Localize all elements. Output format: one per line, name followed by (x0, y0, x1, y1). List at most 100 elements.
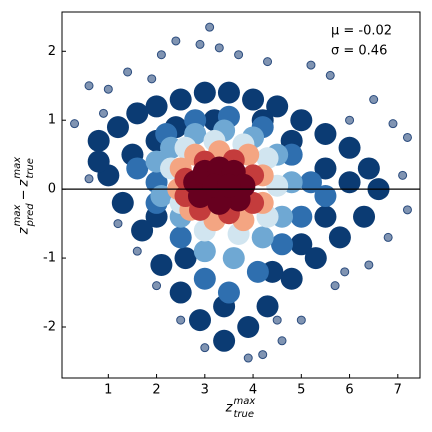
x-tick-label: 7 (394, 383, 402, 398)
point (338, 136, 361, 159)
point (150, 253, 173, 276)
point (290, 233, 313, 256)
plot-area (70, 22, 412, 363)
point (402, 132, 412, 142)
point (266, 95, 289, 118)
point (277, 336, 287, 346)
point (205, 22, 215, 32)
point (150, 185, 173, 208)
point (87, 129, 110, 152)
subscript: true (233, 409, 254, 420)
point (345, 115, 355, 125)
point (340, 267, 350, 277)
point (251, 226, 274, 249)
y-tick-label: 0 (48, 182, 56, 197)
x-tick-label: 6 (345, 383, 353, 398)
point (145, 95, 168, 118)
point (156, 50, 166, 60)
point (263, 57, 273, 67)
point (357, 157, 380, 180)
superscript: max (233, 396, 255, 407)
point (174, 247, 197, 270)
point (383, 232, 393, 242)
y-tick-label: 1 (48, 113, 56, 128)
point (330, 281, 340, 291)
superscript: max (12, 205, 23, 227)
point (314, 123, 337, 145)
point (70, 119, 80, 129)
x-tick-label: 5 (297, 383, 305, 398)
y-tick-label: 2 (48, 44, 56, 59)
symbol: z (17, 226, 32, 235)
annotation: σ = 0.46 (331, 44, 387, 59)
point (152, 281, 162, 291)
point (193, 81, 216, 104)
point (369, 95, 379, 105)
point (256, 295, 279, 318)
point (402, 205, 412, 215)
point (87, 150, 110, 173)
point (214, 43, 224, 53)
point (131, 219, 154, 242)
point (234, 50, 244, 60)
point (328, 226, 351, 249)
point (193, 240, 216, 263)
point (338, 171, 361, 194)
point (176, 315, 186, 325)
point (147, 74, 157, 84)
x-tick-label: 4 (249, 383, 257, 398)
point (169, 281, 192, 304)
symbol: z (225, 401, 234, 416)
point (272, 315, 282, 325)
point (171, 36, 181, 46)
point (84, 174, 94, 184)
point (169, 226, 192, 249)
point (364, 260, 374, 270)
point (314, 157, 337, 180)
point (222, 247, 245, 270)
point (314, 205, 337, 228)
y-tick-label: -1 (43, 251, 56, 266)
point (237, 315, 260, 338)
point (217, 281, 240, 304)
point (84, 81, 94, 91)
point (213, 329, 236, 352)
point (193, 267, 216, 290)
point (314, 185, 337, 208)
point (169, 88, 192, 111)
annotation: μ = -0.02 (331, 24, 392, 39)
point (325, 70, 335, 80)
point (243, 353, 253, 363)
point (106, 116, 129, 139)
symbol: z (17, 178, 32, 187)
point (271, 233, 294, 256)
point (246, 260, 269, 283)
frame (61, 11, 421, 379)
x-axis-label: z max true (225, 396, 256, 420)
y-tick-label: -2 (43, 319, 56, 334)
point (353, 205, 376, 228)
point (126, 157, 149, 180)
operator: − (17, 189, 32, 200)
point (103, 84, 113, 94)
superscript: max (12, 157, 23, 179)
point (200, 343, 210, 353)
point (111, 191, 134, 214)
point (296, 315, 306, 325)
point (188, 309, 211, 332)
point (290, 205, 313, 228)
subscript: pred (25, 203, 36, 228)
point (280, 267, 303, 290)
point (290, 109, 313, 132)
x-tick-label: 3 (201, 383, 209, 398)
point (388, 119, 398, 129)
point (256, 147, 279, 170)
point (398, 170, 408, 180)
point (217, 81, 240, 104)
point (132, 246, 142, 256)
point (195, 39, 205, 49)
point (123, 67, 133, 77)
point (242, 88, 265, 111)
